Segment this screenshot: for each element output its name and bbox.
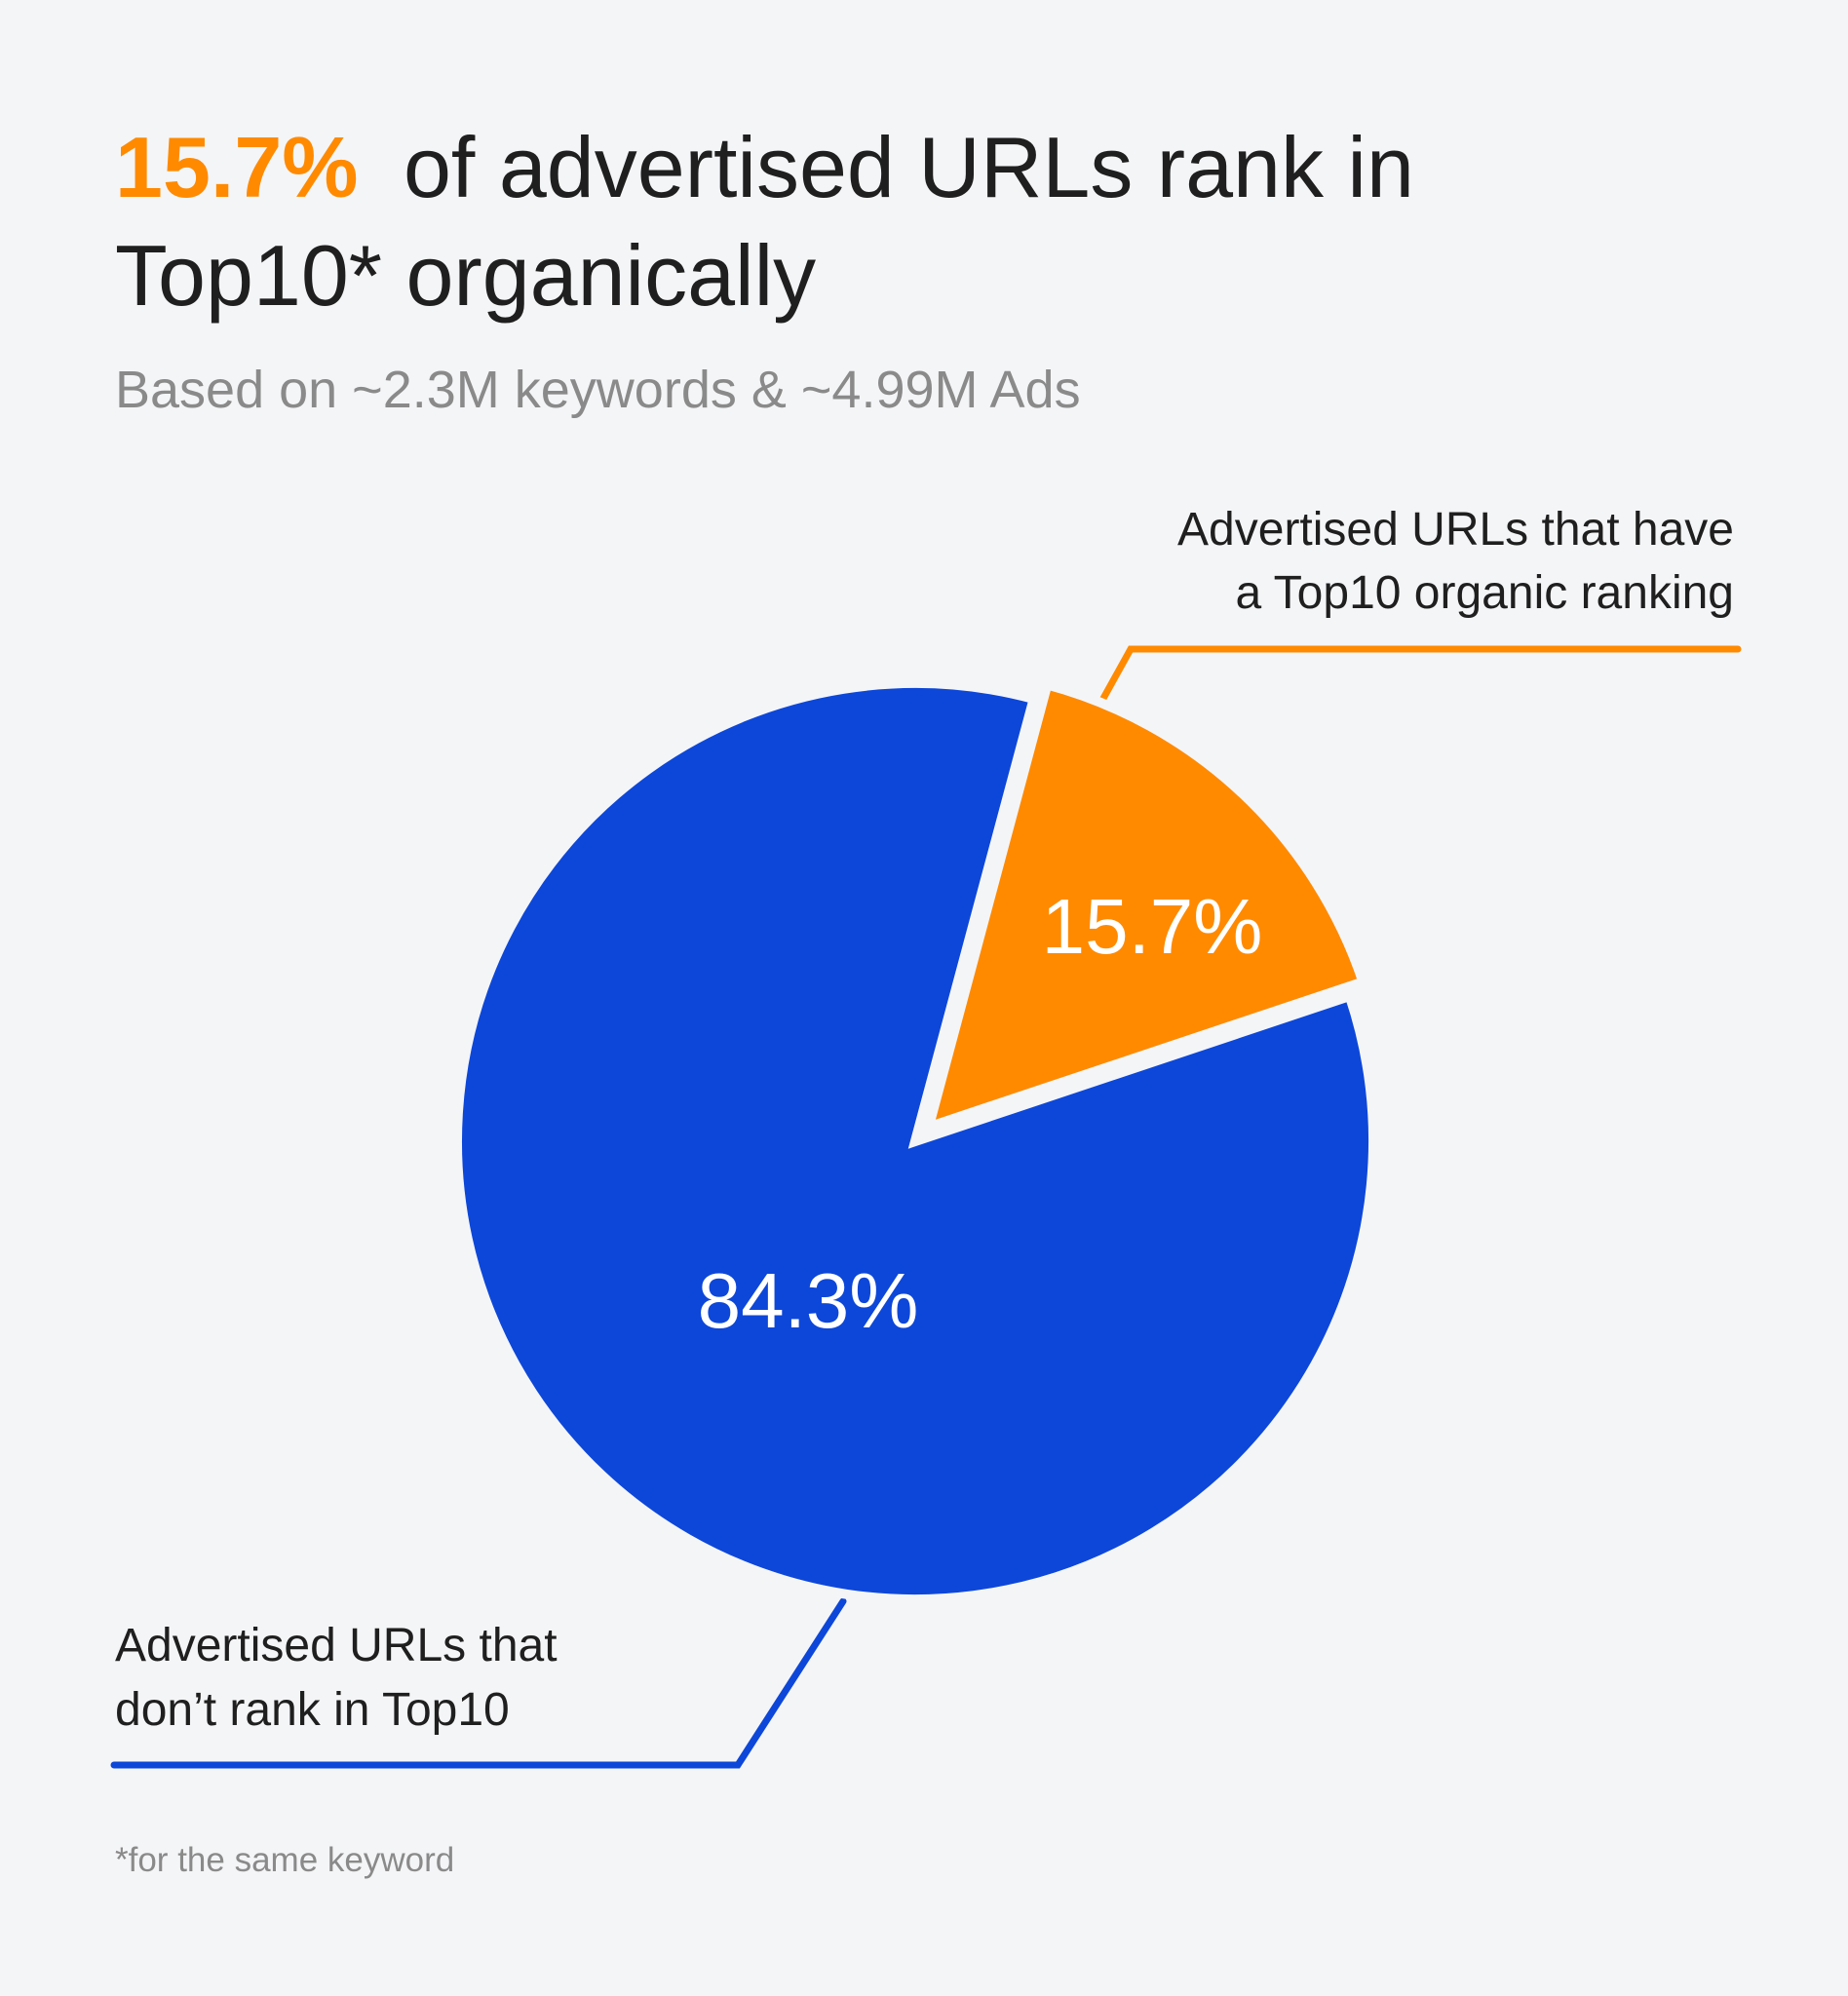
slice-value-label: 84.3% <box>698 1257 919 1344</box>
leader-line <box>1087 645 1742 725</box>
slice-category-label: Advertised URLs that have a Top10 organic… <box>1177 504 1734 619</box>
pie: 15.7% 84.3% <box>452 678 1378 1604</box>
title-highlight: 15.7% <box>115 119 359 215</box>
chart-title: 15.7% of advertised URLs rank in Top10* o… <box>115 119 1414 324</box>
footnote: *for the same keyword <box>115 1841 454 1879</box>
chart-subtitle: Based on ~2.3M keywords & ~4.99M Ads <box>115 361 1081 419</box>
title-text: of advertised URLs rank in Top10* organic… <box>115 119 1414 324</box>
leader-line <box>110 1597 847 1769</box>
pie-slice <box>921 678 1369 1135</box>
pie-slice <box>452 678 1378 1604</box>
slice-category-label: Advertised URLs that don’t rank in Top10 <box>115 1620 558 1736</box>
slice-value-label: 15.7% <box>1042 883 1263 970</box>
